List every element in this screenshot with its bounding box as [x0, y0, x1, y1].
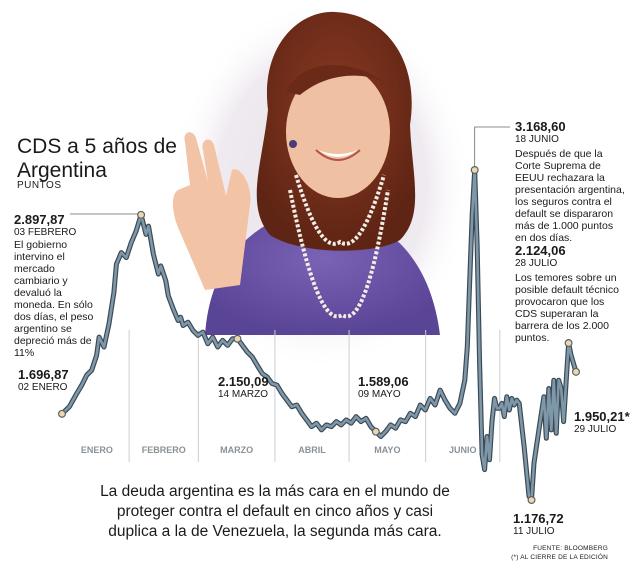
- month-label: MAYO: [374, 445, 400, 455]
- chart-caption: La deuda argentina es la más cara en el …: [100, 483, 450, 540]
- data-point-marker: [57, 409, 66, 418]
- annotation-julio-min: 1.176,72 11 JULIO: [513, 511, 564, 538]
- annotation-note: Los temores sobre un posible default téc…: [515, 272, 619, 344]
- month-label: JUNIO: [449, 445, 477, 455]
- annotation-marzo: 2.150,09 14 MARZO: [218, 374, 269, 401]
- series-line: [60, 168, 578, 502]
- footnote-text: (*) AL CIERRE DE LA EDICIÓN: [511, 554, 608, 561]
- annotation-enero: 1.696,87 02 ENERO: [18, 367, 69, 394]
- series-line-group: [59, 167, 579, 503]
- annotation-value: 2.150,09: [218, 374, 269, 389]
- month-axis: ENERO FEBRERO MARZO ABRIL MAYO JUNIO: [81, 330, 501, 462]
- annotation-date: 18 JUNIO: [515, 134, 559, 145]
- annotation-leader: [474, 126, 510, 170]
- annotation-junio: 3.168,60 18 JUNIO Después de que la Cort…: [515, 119, 627, 245]
- annotation-date: 11 JULIO: [513, 526, 555, 537]
- chart-subtitle: PUNTOS: [17, 180, 62, 191]
- chart-title: CDS a 5 años de Argentina: [17, 135, 177, 182]
- annotation-mayo: 1.589,06 09 MAYO: [358, 374, 409, 401]
- annotation-julio-max: 2.124,06 28 JULIO Los temores sobre un p…: [515, 243, 627, 345]
- annotation-date: 09 MAYO: [358, 389, 401, 400]
- annotation-value: 3.168,60: [515, 119, 566, 134]
- annotation-note: El gobierno intervino el mercado cambiar…: [14, 239, 94, 359]
- month-label: FEBRERO: [142, 445, 186, 455]
- month-label: ENERO: [81, 445, 113, 455]
- annotation-date: 28 JULIO: [515, 258, 558, 269]
- annotation-date: 29 JULIO: [574, 424, 617, 435]
- annotation-value: 2.897,87: [14, 212, 65, 227]
- annotation-julio-close: 1.950,21* 29 JULIO: [574, 409, 630, 436]
- data-point-marker: [137, 210, 146, 219]
- source-note: FUENTE: BLOOMBERG (*) AL CIERRE DE LA ED…: [490, 544, 608, 562]
- month-label: MARZO: [220, 445, 253, 455]
- annotation-date: 02 ENERO: [18, 382, 68, 393]
- annotation-note: Después de que la Corte Suprema de EEUU …: [515, 148, 625, 244]
- annotation-value: 1.176,72: [513, 511, 564, 526]
- data-point-marker: [470, 166, 479, 175]
- data-point-marker: [233, 334, 242, 343]
- data-point-marker: [571, 367, 580, 376]
- annotation-value: 1.696,87: [18, 367, 69, 382]
- data-point-marker: [564, 339, 573, 348]
- portrait-photo: [172, 0, 472, 370]
- annotation-marks: [57, 126, 580, 505]
- annotation-date: 03 FEBRERO: [14, 227, 77, 238]
- annotation-value: 1.950,21*: [574, 409, 630, 424]
- data-point-marker: [371, 427, 380, 436]
- annotation-value: 1.589,06: [358, 374, 409, 389]
- data-point-marker: [527, 496, 536, 505]
- annotation-febrero: 2.897,87 03 FEBRERO El gobierno intervin…: [14, 212, 96, 360]
- annotation-date: 14 MARZO: [218, 389, 269, 400]
- annotation-value: 2.124,06: [515, 243, 566, 258]
- month-label: ABRIL: [298, 445, 326, 455]
- source-text: FUENTE: BLOOMBERG: [533, 545, 608, 552]
